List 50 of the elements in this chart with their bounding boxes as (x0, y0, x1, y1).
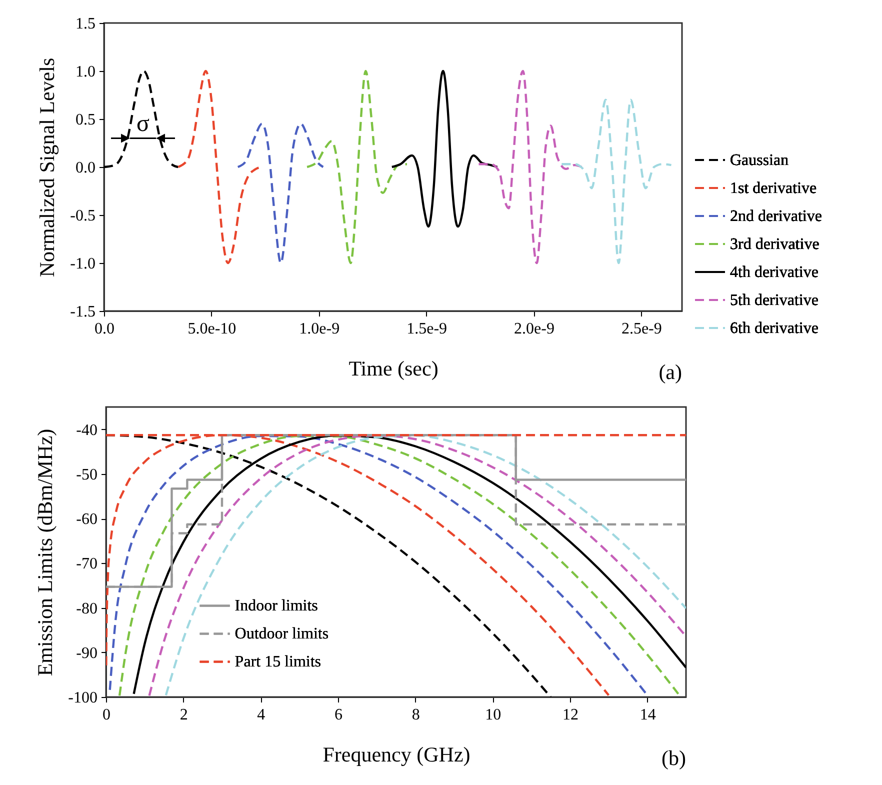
line-series (177, 70, 262, 264)
legend-label: Indoor limits (234, 598, 318, 615)
legend-label: 6th derivative (730, 320, 818, 337)
x-tick-label: 14 (640, 706, 656, 724)
y-tick-label: -80 (76, 600, 98, 618)
y-tick-label: 1.5 (76, 16, 96, 32)
y-tick-label: -100 (68, 690, 98, 706)
legend-label: 1st derivative (730, 180, 817, 197)
x-tick-label: 8 (412, 706, 420, 724)
legend-label: Part 15 limits (234, 654, 322, 671)
y-tick-label: -50 (76, 466, 98, 484)
line-series (390, 70, 498, 228)
x-tick-label: 2.5e-9 (621, 320, 662, 338)
legend-label: 3rd derivative (730, 236, 820, 253)
legend-label: 2nd derivative (730, 208, 822, 225)
y-tick-label: 0.0 (76, 160, 96, 176)
x-tick-label: 4 (257, 706, 266, 724)
x-tick-label: 2 (180, 706, 188, 724)
legend-label: 5th derivative (730, 292, 818, 309)
y-tick-label: -1.0 (70, 256, 96, 272)
x-axis-title: Frequency (GHz) (322, 742, 470, 766)
x-tick-label: 12 (562, 706, 578, 724)
y-tick-label: -0.5 (70, 208, 96, 224)
x-tick-label: 0.0 (94, 320, 114, 338)
text: (a) (658, 360, 682, 384)
y-axis-title: Emission Limits (dBm/MHz) (33, 428, 58, 676)
x-tick-label: 1.0e-9 (299, 320, 340, 338)
y-tick-label: -70 (76, 556, 98, 573)
legend-label: Gaussian (730, 152, 789, 169)
x-axis-title: Time (sec) (348, 356, 438, 380)
x-tick-label: 1.5e-9 (406, 320, 448, 338)
x-tick-label: 5.0e-10 (188, 320, 236, 338)
annotation: σ (136, 111, 150, 138)
x-tick-label: 0 (102, 706, 110, 724)
y-tick-label: -1.5 (70, 304, 96, 320)
y-tick-label: -40 (76, 422, 98, 439)
line-series (560, 98, 672, 264)
y-axis-title: Normalized Signal Levels (35, 58, 60, 278)
y-tick-label: -60 (76, 511, 98, 528)
x-tick-label: 2.0e-9 (514, 320, 554, 338)
y-tick-label: -90 (76, 644, 98, 662)
line-series (306, 70, 408, 264)
y-tick-label: 0.5 (76, 112, 96, 128)
line-series (236, 122, 324, 264)
legend-label: Outdoor limits (234, 626, 329, 643)
y-tick-label: 1.0 (76, 64, 96, 80)
x-tick-label: 6 (334, 706, 342, 724)
text: (b) (662, 746, 686, 770)
x-tick-label: 10 (485, 706, 502, 724)
legend-label: 4th derivative (730, 264, 818, 281)
